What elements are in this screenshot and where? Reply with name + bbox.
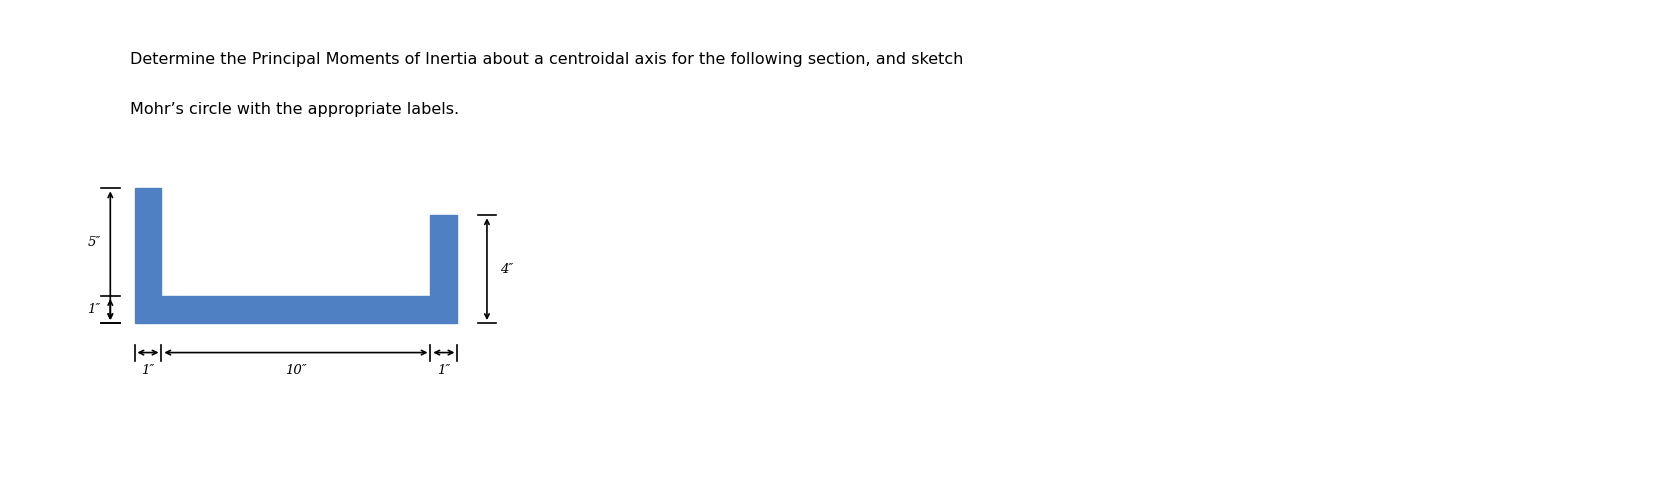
Text: 1″: 1″ <box>142 364 155 376</box>
Text: Mohr’s circle with the appropriate labels.: Mohr’s circle with the appropriate label… <box>130 102 459 117</box>
Text: Determine the Principal Moments of Inertia about a centroidal axis for the follo: Determine the Principal Moments of Inert… <box>130 52 964 67</box>
Polygon shape <box>135 188 457 323</box>
Text: 1″: 1″ <box>87 303 100 316</box>
Text: 5″: 5″ <box>87 236 100 249</box>
Text: 10″: 10″ <box>285 364 307 376</box>
Text: 4″: 4″ <box>500 262 514 276</box>
Text: 1″: 1″ <box>437 364 450 376</box>
